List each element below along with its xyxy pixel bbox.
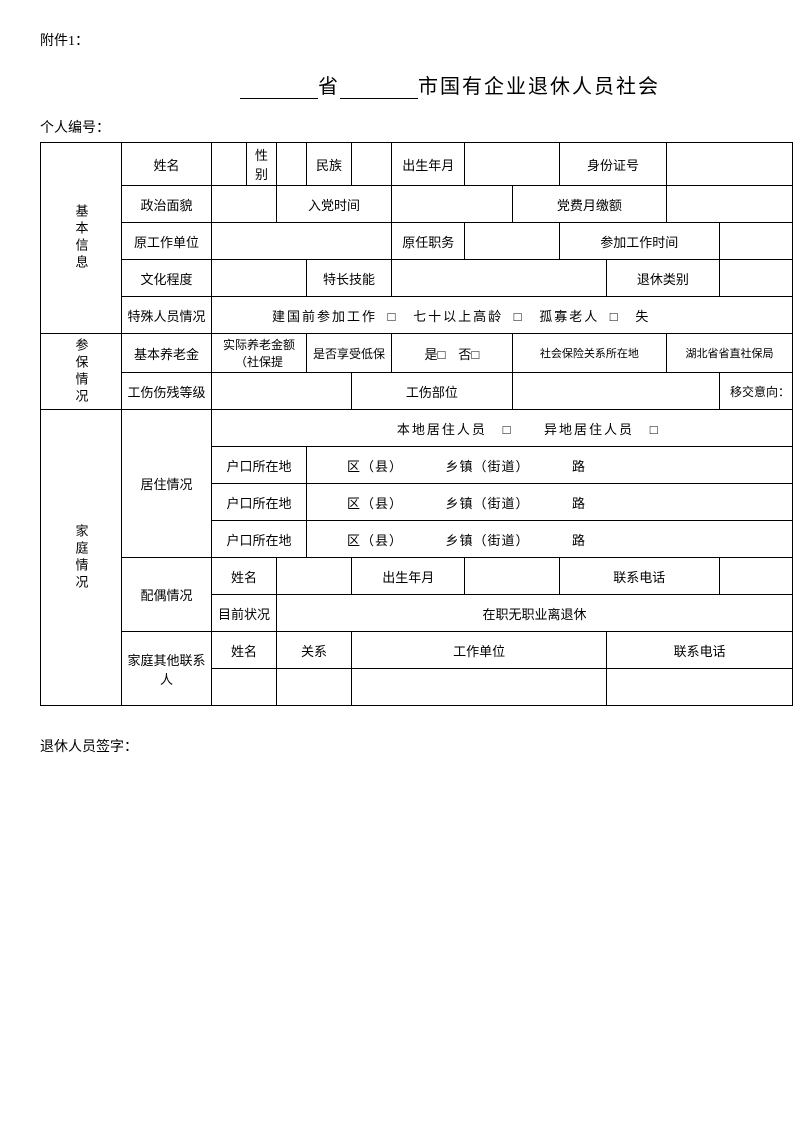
label-pension: 基本养老金	[122, 334, 212, 373]
opt-pre-founding: 建国前参加工作	[272, 309, 377, 324]
checkbox-icon[interactable]: □	[514, 309, 524, 324]
label-name: 姓名	[122, 143, 212, 186]
label-spouse-birth: 出生年月	[352, 558, 465, 595]
addr-town: 乡镇（街道）	[446, 459, 530, 474]
input-spouse-name[interactable]	[277, 558, 352, 595]
addr-district: 区（县）	[347, 496, 403, 511]
opt-local: 本地居住人员	[397, 422, 487, 437]
label-insurance-loc: 社会保险关系所在地	[512, 334, 666, 373]
label-retire-type: 退休类别	[607, 260, 719, 297]
label-residence: 居住情况	[122, 410, 212, 558]
checkbox-icon[interactable]: □	[610, 309, 620, 324]
address-line-3[interactable]: 区（县） 乡镇（街道） 路	[307, 521, 793, 558]
title-suffix: 市国有企业退休人员社会	[418, 76, 660, 98]
label-injury-part: 工伤部位	[352, 373, 513, 410]
input-id-number[interactable]	[667, 143, 793, 186]
input-gender[interactable]	[277, 143, 307, 186]
section-insurance: 参保情况	[41, 334, 122, 410]
input-political[interactable]	[212, 186, 277, 223]
input-education[interactable]	[212, 260, 307, 297]
label-political: 政治面貌	[122, 186, 212, 223]
checkbox-icon[interactable]: □	[388, 309, 398, 324]
address-line-1[interactable]: 区（县） 乡镇（街道） 路	[307, 447, 793, 484]
signature-label: 退休人员签字：	[40, 736, 793, 756]
title-province: 省	[318, 76, 340, 98]
input-injury-level[interactable]	[212, 373, 352, 410]
addr-town: 乡镇（街道）	[446, 533, 530, 548]
label-hukou-3: 户口所在地	[212, 521, 307, 558]
label-contact-unit: 工作单位	[352, 632, 607, 669]
label-hukou-2: 户口所在地	[212, 484, 307, 521]
addr-district: 区（县）	[347, 533, 403, 548]
personal-id-label: 个人编号：	[40, 117, 793, 137]
label-former-unit: 原工作单位	[122, 223, 212, 260]
label-party-fee: 党费月缴额	[512, 186, 666, 223]
addr-district: 区（县）	[347, 459, 403, 474]
input-name[interactable]	[212, 143, 247, 186]
input-retire-type[interactable]	[719, 260, 792, 297]
label-spouse-phone: 联系电话	[559, 558, 719, 595]
low-income-options[interactable]: 是□ 否□	[392, 334, 513, 373]
form-table: 基本信息 姓名 性别 民族 出生年月 身份证号 政治面貌 入党时间 党费月缴额 …	[40, 142, 793, 706]
label-spouse: 配偶情况	[122, 558, 212, 632]
label-birth: 出生年月	[392, 143, 465, 186]
label-ethnicity: 民族	[307, 143, 352, 186]
input-injury-part[interactable]	[512, 373, 719, 410]
label-transfer: 移交意向：	[719, 373, 792, 410]
special-options[interactable]: 建国前参加工作 □ 七十以上高龄 □ 孤寡老人 □ 失	[212, 297, 793, 334]
label-former-position: 原任职务	[392, 223, 465, 260]
opt-elderly: 七十以上高龄	[413, 309, 503, 324]
label-party-date: 入党时间	[277, 186, 392, 223]
input-skills[interactable]	[392, 260, 607, 297]
opt-no[interactable]: 否□	[458, 347, 479, 362]
input-party-date[interactable]	[392, 186, 513, 223]
attachment-label: 附件1：	[40, 30, 793, 50]
section-basic: 基本信息	[41, 143, 122, 334]
label-injury-level: 工伤伤残等级	[122, 373, 212, 410]
opt-remote: 异地居住人员	[544, 422, 634, 437]
input-birth[interactable]	[465, 143, 559, 186]
address-line-2[interactable]: 区（县） 乡镇（街道） 路	[307, 484, 793, 521]
label-spouse-status: 目前状况	[212, 595, 277, 632]
label-work-start: 参加工作时间	[559, 223, 719, 260]
input-contact-unit[interactable]	[352, 669, 607, 706]
label-spouse-name: 姓名	[212, 558, 277, 595]
input-contact-name[interactable]	[212, 669, 277, 706]
checkbox-icon[interactable]: □	[650, 422, 660, 437]
addr-road: 路	[572, 533, 586, 548]
label-low-income: 是否享受低保	[307, 334, 392, 373]
label-skills: 特长技能	[307, 260, 392, 297]
value-insurance-loc: 湖北省省直社保局	[667, 334, 793, 373]
label-education: 文化程度	[122, 260, 212, 297]
label-contact-relation: 关系	[277, 632, 352, 669]
label-id-number: 身份证号	[559, 143, 666, 186]
input-spouse-birth[interactable]	[465, 558, 559, 595]
label-actual-pension: 实际养老金额（社保提	[212, 334, 307, 373]
label-contact-name: 姓名	[212, 632, 277, 669]
label-other-contact: 家庭其他联系人	[122, 632, 212, 706]
addr-road: 路	[572, 496, 586, 511]
label-gender: 性别	[247, 143, 277, 186]
label-contact-phone: 联系电话	[607, 632, 793, 669]
input-former-position[interactable]	[465, 223, 559, 260]
opt-lonely: 孤寡老人	[539, 309, 599, 324]
page-title: 省 市国有企业退休人员社会	[240, 70, 793, 99]
input-work-start[interactable]	[719, 223, 792, 260]
label-hukou-1: 户口所在地	[212, 447, 307, 484]
addr-road: 路	[572, 459, 586, 474]
input-former-unit[interactable]	[212, 223, 392, 260]
opt-yes[interactable]: 是□	[424, 347, 445, 362]
opt-other: 失	[635, 309, 650, 324]
addr-town: 乡镇（街道）	[446, 496, 530, 511]
input-contact-relation[interactable]	[277, 669, 352, 706]
label-special: 特殊人员情况	[122, 297, 212, 334]
residence-type[interactable]: 本地居住人员 □ 异地居住人员 □	[212, 410, 793, 447]
input-ethnicity[interactable]	[352, 143, 392, 186]
input-party-fee[interactable]	[667, 186, 793, 223]
checkbox-icon[interactable]: □	[503, 422, 513, 437]
section-family: 家庭情况	[41, 410, 122, 706]
input-spouse-phone[interactable]	[719, 558, 792, 595]
input-contact-phone[interactable]	[607, 669, 793, 706]
value-spouse-status: 在职无职业离退休	[277, 595, 793, 632]
